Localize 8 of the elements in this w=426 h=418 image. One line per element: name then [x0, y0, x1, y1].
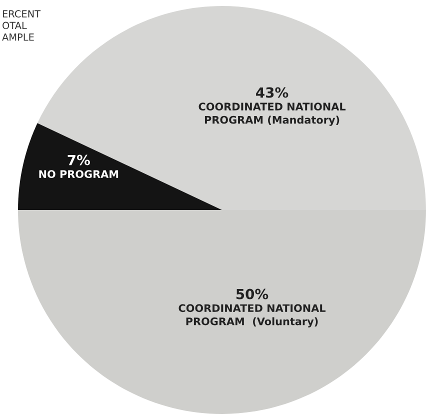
slice-label: COORDINATED NATIONAL PROGRAM (Mandatory) — [198, 102, 346, 126]
data-label: 50% — [236, 288, 268, 300]
data-label: 7% — [68, 154, 90, 166]
slice-label: COORDINATED NATIONAL PROGRAM (Voluntary) — [178, 304, 326, 328]
slice-label: NO PROGRAM — [39, 170, 118, 178]
pie-slice — [18, 123, 222, 210]
data-label: 43% — [256, 87, 288, 98]
text: ERCENT OTAL AMPLE — [2, 10, 41, 41]
